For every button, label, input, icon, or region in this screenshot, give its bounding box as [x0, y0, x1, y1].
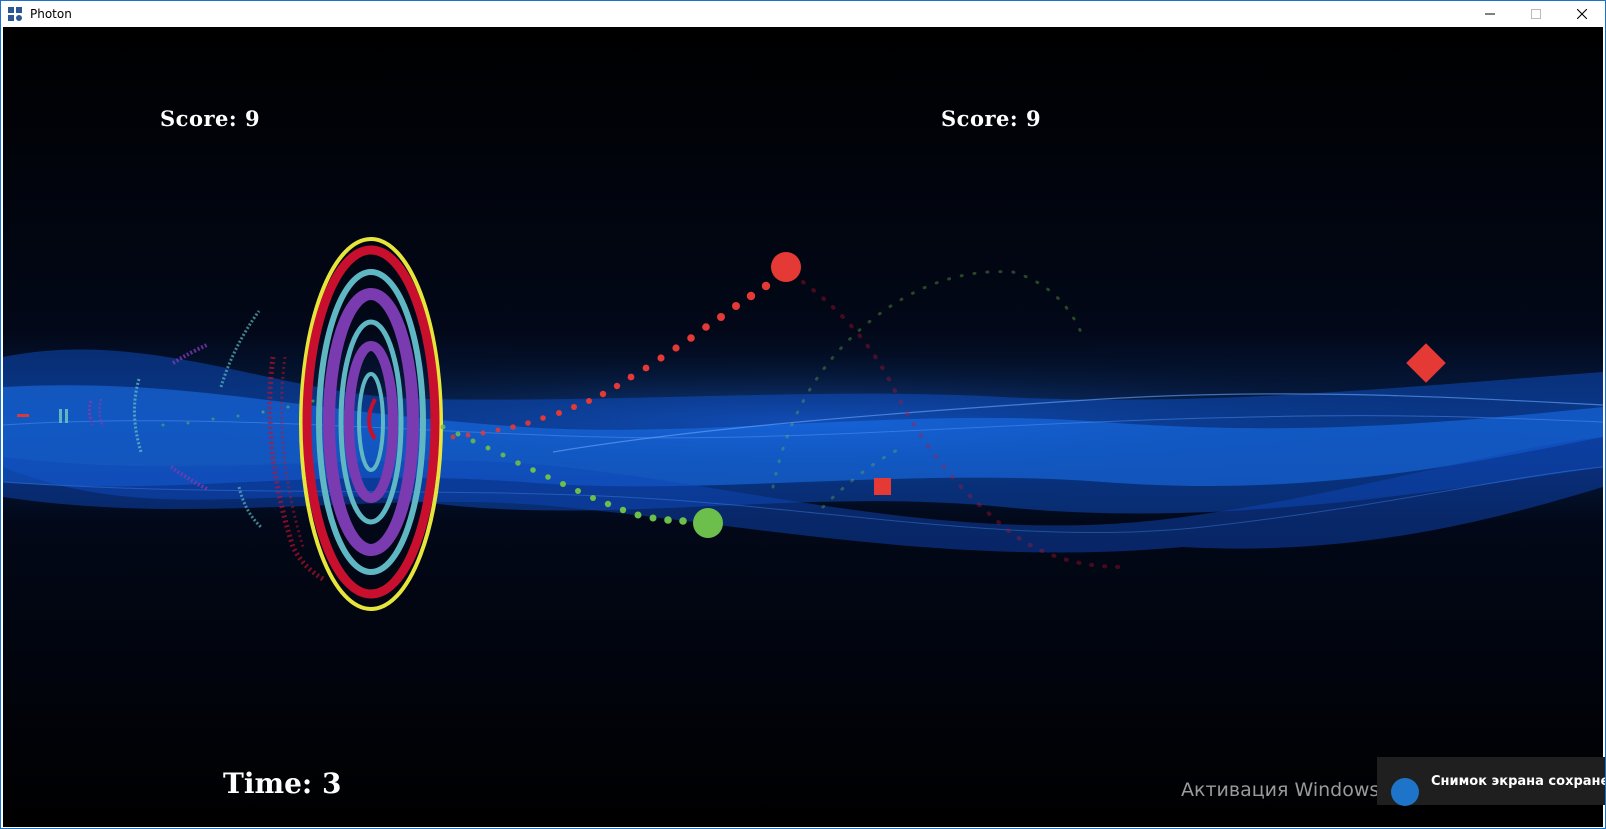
screenshot-toast[interactable]: Снимок экрана сохранен: [1377, 757, 1606, 806]
minimize-icon: [1485, 13, 1495, 14]
red-trail: [450, 281, 771, 440]
game-scene: [3, 27, 1603, 827]
red-square-obstacle: [874, 478, 891, 495]
green-trail: [161, 399, 687, 525]
green-player-orb: [693, 508, 723, 538]
trail-particles: [17, 310, 325, 582]
time-display: Time: 3: [223, 767, 342, 800]
faded-trails: [771, 270, 1125, 569]
activation-watermark: Активация Windows: [1181, 779, 1380, 801]
close-icon: [1577, 8, 1587, 19]
score-left: Score: 9: [160, 106, 261, 131]
close-button[interactable]: [1559, 1, 1605, 26]
ring-portal: [299, 237, 443, 611]
app-icon: [8, 6, 22, 21]
window-title: Photon: [30, 6, 72, 21]
maximize-icon: [1531, 8, 1541, 19]
minimize-button[interactable]: [1467, 1, 1513, 26]
maximize-button[interactable]: [1513, 1, 1559, 26]
score-right: Score: 9: [941, 106, 1042, 131]
red-player-orb: [771, 252, 801, 282]
onedrive-icon: [1391, 778, 1419, 806]
window-controls: [1467, 1, 1605, 26]
game-canvas[interactable]: Score: 9 Score: 9 Time: 3 Активация Wind…: [3, 27, 1603, 827]
title-bar[interactable]: Photon: [1, 1, 1605, 26]
toast-text: Снимок экрана сохранен: [1431, 773, 1606, 789]
